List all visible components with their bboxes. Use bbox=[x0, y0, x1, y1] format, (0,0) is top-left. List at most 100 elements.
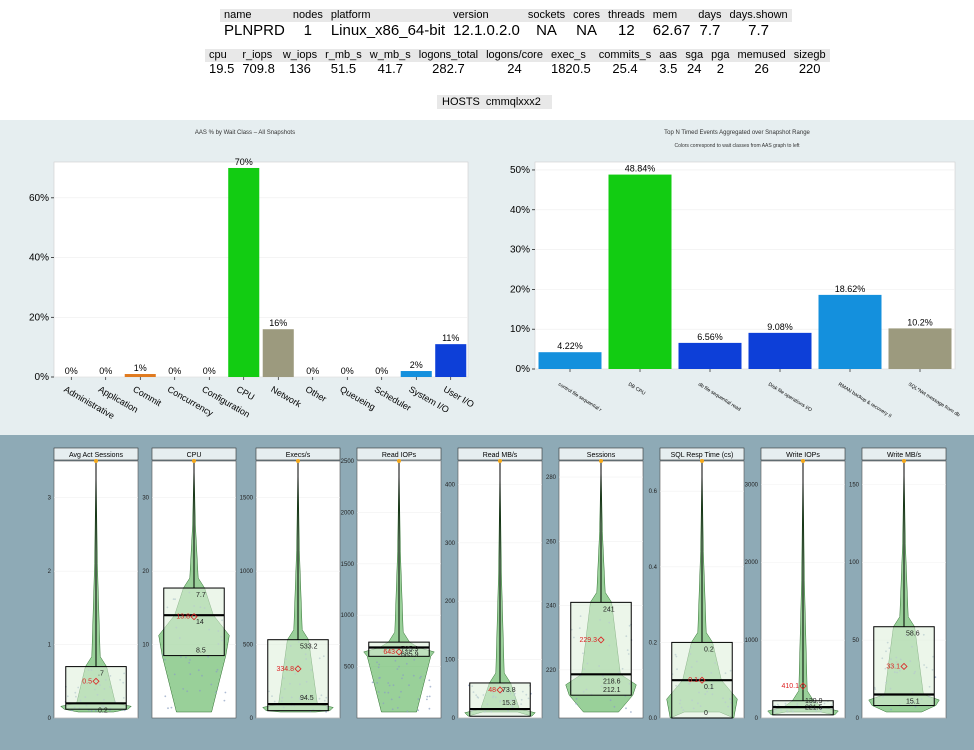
aas-data-label: 0% bbox=[65, 366, 78, 376]
metric-0-ytick-label: 2 bbox=[48, 569, 52, 575]
metric-3-jitter-point bbox=[378, 677, 380, 679]
metric-1-jitter-point bbox=[170, 706, 173, 709]
metric-3-q3-label: 725.9 bbox=[401, 646, 419, 653]
metric-1-jitter-point bbox=[189, 673, 192, 676]
metric-3-jitter-point bbox=[426, 698, 428, 701]
summary2-header-12: memused bbox=[733, 49, 790, 62]
metric-0-jitter-point bbox=[108, 709, 111, 712]
metric-1-jitter-point bbox=[201, 674, 203, 677]
metric-3-jitter-point bbox=[371, 681, 374, 684]
metric-3-jitter-point bbox=[406, 710, 409, 713]
metric-8-jitter-point bbox=[914, 706, 917, 708]
metric-2-ytick-label: 0 bbox=[250, 716, 254, 722]
metric-1-jitter-point bbox=[210, 683, 213, 686]
topn-ytick-label: 10% bbox=[510, 324, 530, 335]
metric-8-outlier bbox=[902, 459, 906, 463]
summary-header: name nodes platform version sockets cores thre… bbox=[0, 0, 974, 120]
summary1-value-7: 62.67 bbox=[652, 22, 691, 39]
metric-0-ytick-label: 0 bbox=[48, 716, 52, 722]
topn-ytick-label: 30% bbox=[510, 245, 530, 256]
metric-4-box bbox=[469, 682, 531, 717]
metric-3-ytick-label: 1500 bbox=[341, 562, 355, 568]
metric-3-jitter-point bbox=[394, 659, 397, 662]
metric-3-mean-marker bbox=[395, 648, 403, 656]
metric-3-jitter-point bbox=[405, 662, 408, 665]
aas-bar bbox=[262, 329, 294, 377]
metric-3-jitter-point bbox=[401, 677, 403, 680]
metric-3-jitter-point bbox=[400, 690, 402, 693]
topn-bar bbox=[818, 294, 882, 369]
aas-data-label: 0% bbox=[168, 366, 181, 376]
metric-3-jitter-point bbox=[387, 691, 390, 694]
metric-1-mean-label: 13.8 bbox=[176, 614, 190, 621]
summary2-value-12: 26 bbox=[754, 61, 769, 76]
summary1-value-4: NA bbox=[536, 22, 557, 39]
metric-3-jitter-point bbox=[377, 691, 380, 693]
metric-0-ytick-label: 3 bbox=[48, 496, 52, 502]
metric-1-jitter-point bbox=[197, 669, 200, 672]
aas-wait-class-chart: AAS % by Wait Class – All Snapshots 0% 20%… bbox=[29, 130, 476, 421]
topn-xtick-label: DB CPU bbox=[627, 382, 647, 397]
metric-boxplots: Avg Act Sessions 0 1 2 3 .7 0.2 0.5 CPU 10 20 30 7.7… bbox=[48, 447, 947, 722]
metric-7-ytick-label: 3000 bbox=[745, 482, 759, 488]
metric-2-mean-label: 334.8 bbox=[276, 666, 294, 673]
metric-3-jitter-point bbox=[398, 696, 401, 699]
middle-panel: AAS % by Wait Class – All Snapshots 0% 20%… bbox=[0, 120, 974, 435]
summary2-value-11: 2 bbox=[716, 61, 724, 76]
metric-4-ytick-label: 0 bbox=[452, 716, 456, 722]
metric-3-jitter-point bbox=[383, 691, 386, 694]
metric-5-jitter-point bbox=[625, 707, 627, 710]
metric-8-ytick-label: 50 bbox=[852, 638, 859, 644]
metric-6-ytick-label: 0.6 bbox=[649, 489, 658, 495]
metric-1-box bbox=[163, 587, 225, 657]
metric-0-jitter-point bbox=[70, 709, 73, 712]
aas-ytick-label: 60% bbox=[29, 193, 49, 204]
aas-xtick-label: CPU bbox=[235, 384, 256, 402]
summary1-header-8: days bbox=[694, 9, 726, 22]
metric-7-ytick-label: 2000 bbox=[745, 560, 759, 566]
metric-3-jitter-point bbox=[420, 675, 422, 678]
metric-0-q3-label: .7 bbox=[98, 671, 104, 678]
metric-7-mean-label: 410.1 bbox=[781, 683, 799, 690]
metric-3-jitter-point bbox=[429, 685, 432, 688]
metric-7-mean-marker bbox=[799, 682, 807, 690]
topn-bar bbox=[748, 332, 812, 369]
metric-5-ytick-label: 240 bbox=[546, 604, 557, 610]
metric-7-title: Write IOPs bbox=[786, 452, 820, 459]
metric-7-ytick-label: 1000 bbox=[745, 638, 759, 644]
topn-bar bbox=[608, 174, 672, 369]
summary1-header-4: sockets bbox=[523, 9, 570, 22]
metric-0-mean-label: 0.5 bbox=[82, 678, 92, 685]
metric-4-outlier bbox=[498, 459, 502, 463]
metric-1-jitter-point bbox=[216, 668, 219, 671]
aas-title: AAS % by Wait Class – All Snapshots bbox=[195, 130, 295, 136]
aas-ytick-label: 0% bbox=[35, 372, 50, 383]
metric-5-jitter-point bbox=[609, 699, 612, 702]
metric-1-median-label: 14 bbox=[196, 619, 204, 626]
metric-6-title: SQL Resp Time (cs) bbox=[671, 452, 734, 459]
metric-3-jitter-point bbox=[417, 698, 420, 700]
summary2-header-6: logons/core bbox=[482, 49, 547, 62]
summary-table-1: name nodes platform version sockets cores thre… bbox=[220, 9, 792, 40]
metric-5-outlier bbox=[599, 459, 603, 463]
metric-8-mean-label: 33.1 bbox=[886, 663, 900, 670]
summary2-value-8: 25.4 bbox=[612, 61, 638, 76]
topn-data-label: 6.56% bbox=[697, 332, 723, 342]
metric-3-jitter-point bbox=[388, 684, 391, 687]
metric-3-jitter-point bbox=[412, 674, 415, 677]
summary1-value-3: 12.1.0.2.0 bbox=[453, 22, 520, 39]
metric-1-jitter-point bbox=[188, 661, 191, 664]
summary2-header-9: aas bbox=[655, 49, 682, 62]
metric-1-jitter-point bbox=[224, 691, 227, 694]
metric-1-q3-label: 7.7 bbox=[196, 592, 206, 599]
metric-5-q1-label: 212.1 bbox=[603, 687, 621, 694]
metric-3-jitter-point bbox=[377, 666, 380, 669]
metric-3-jitter-point bbox=[398, 665, 400, 668]
topn-plot-area bbox=[534, 161, 956, 370]
metric-3-jitter-point bbox=[428, 695, 431, 698]
metric-1-jitter-point bbox=[180, 656, 182, 658]
metric-3-outlier bbox=[397, 459, 401, 463]
metric-0-jitter-point bbox=[123, 709, 126, 712]
metric-4-q3-label: 73.8 bbox=[502, 687, 516, 694]
metric-8-jitter-point bbox=[934, 676, 937, 679]
